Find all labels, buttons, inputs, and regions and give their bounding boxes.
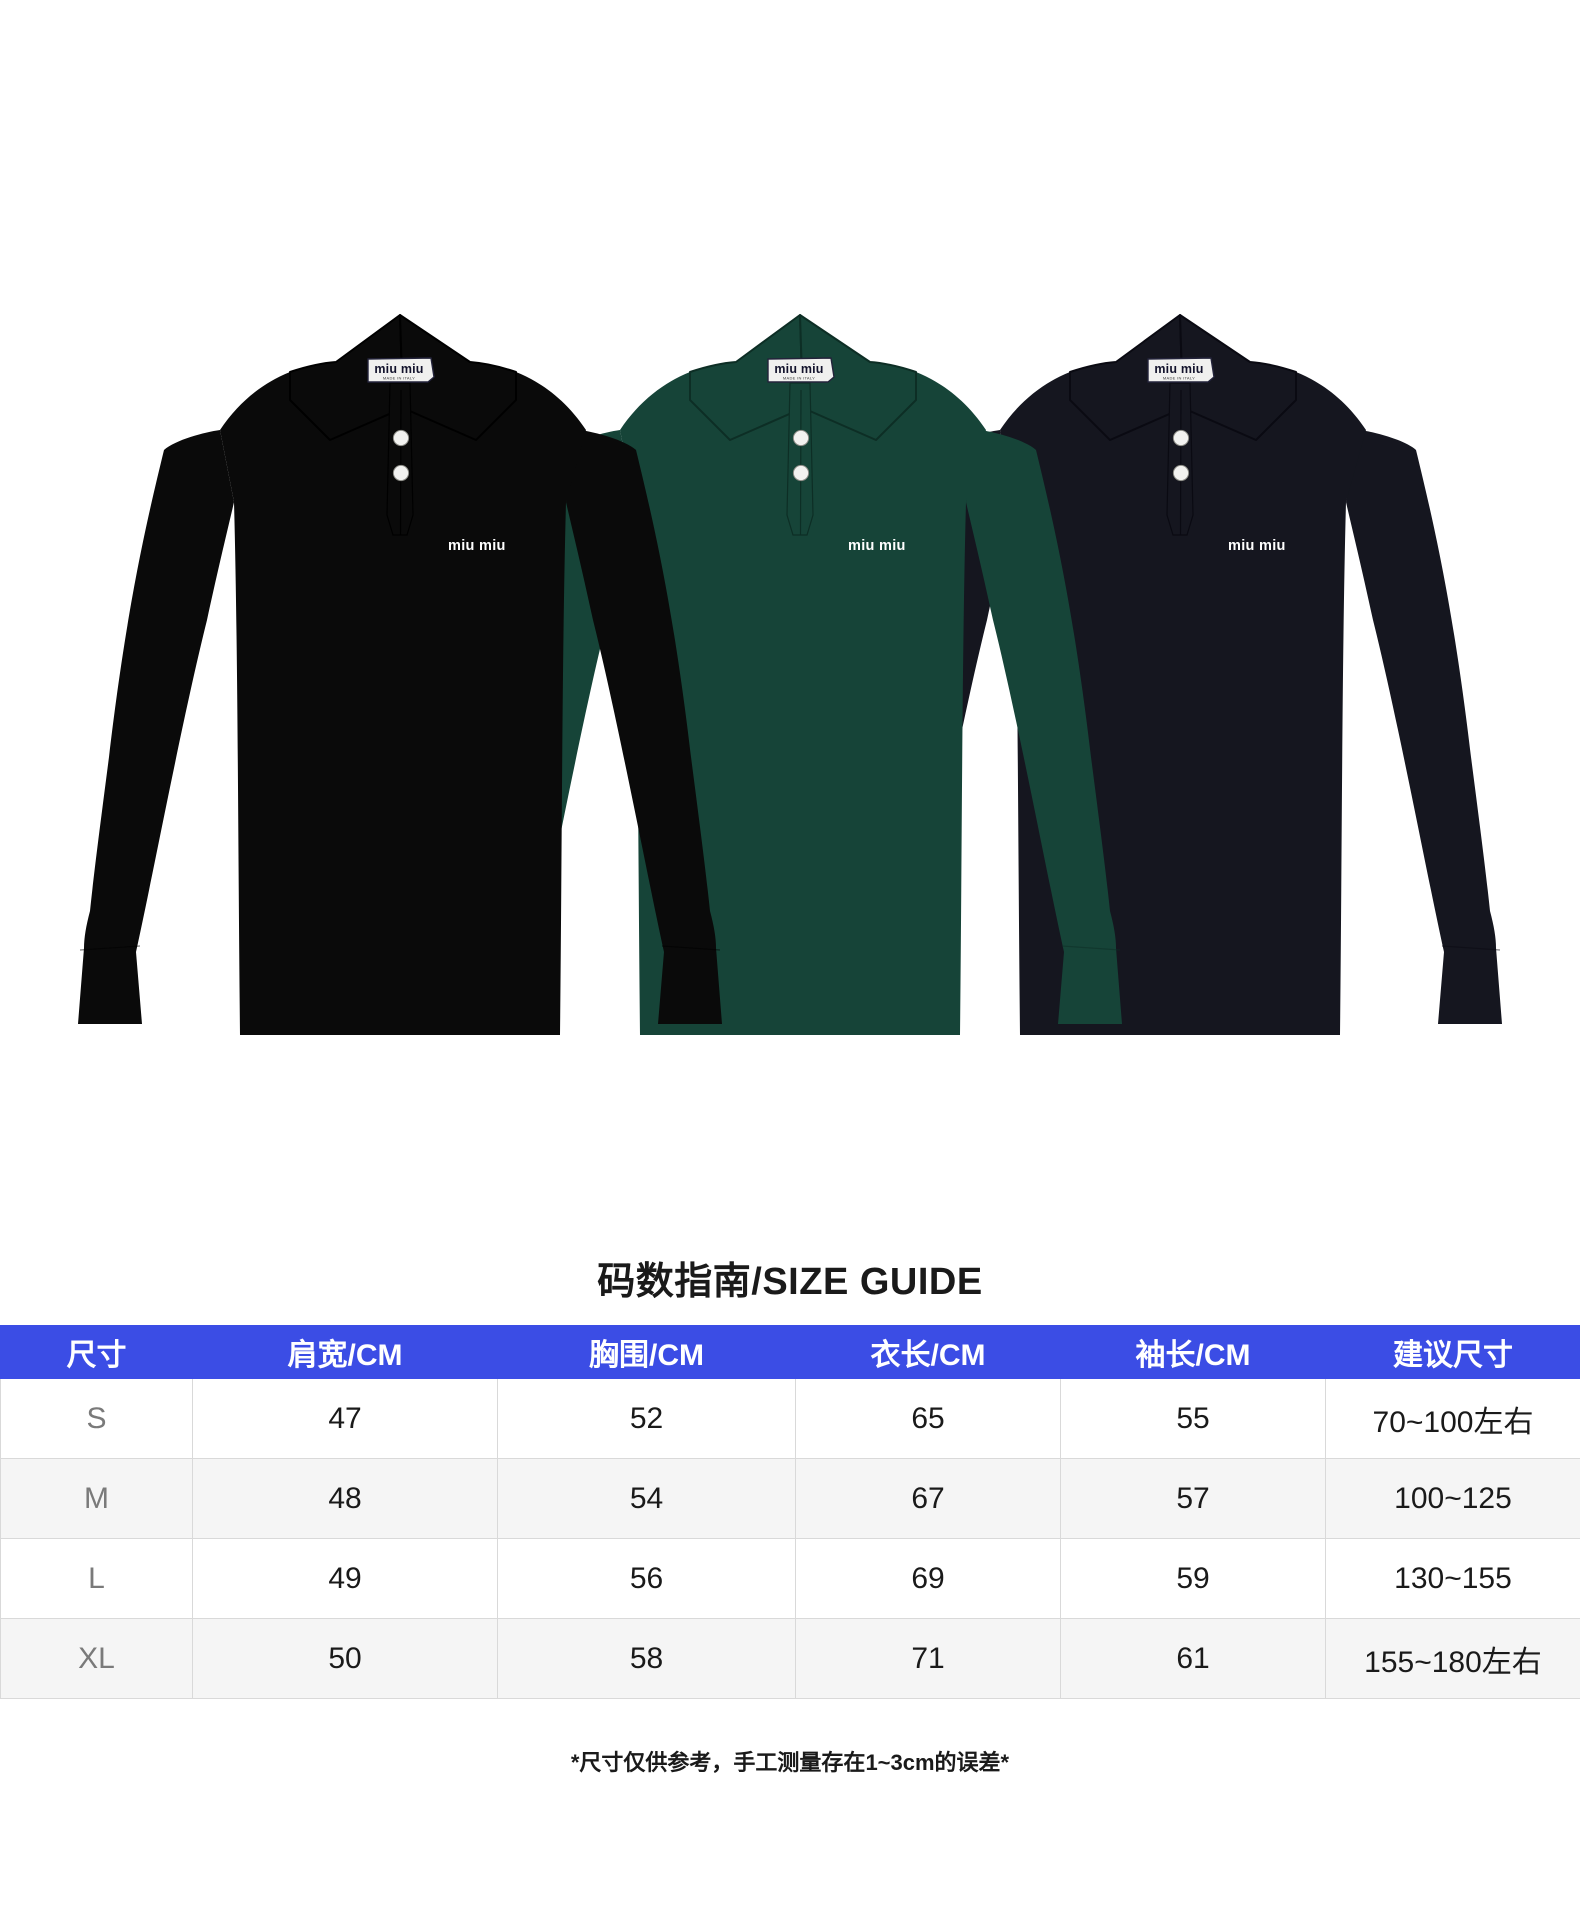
svg-text:MADE IN ITALY: MADE IN ITALY <box>383 376 415 381</box>
svg-text:miu miu: miu miu <box>774 362 823 376</box>
svg-text:miu miu: miu miu <box>1228 538 1286 554</box>
svg-text:MADE IN ITALY: MADE IN ITALY <box>783 376 815 381</box>
svg-text:miu miu: miu miu <box>1154 362 1203 376</box>
svg-text:miu miu: miu miu <box>374 362 423 376</box>
svg-text:MADE IN ITALY: MADE IN ITALY <box>1163 376 1195 381</box>
svg-text:miu miu: miu miu <box>448 538 506 554</box>
svg-text:miu miu: miu miu <box>848 538 906 554</box>
